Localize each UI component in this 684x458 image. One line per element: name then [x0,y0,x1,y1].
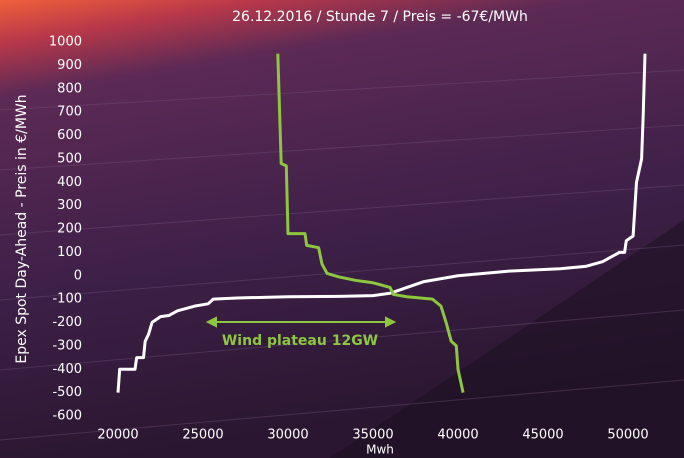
chart-title: 26.12.2016 / Stunde 7 / Preis = -67€/MWh [232,9,528,25]
y-tick-label: -500 [52,385,82,400]
y-tick-label: 600 [57,128,82,143]
y-tick-label: 200 [57,222,82,237]
y-tick-label: -100 [52,292,82,307]
y-tick-label: 1000 [49,35,82,50]
y-tick-label: 100 [57,245,82,260]
annotation: Wind plateau 12GW [222,333,378,349]
y-tick-label: 800 [57,81,82,96]
y-tick-label: 0 [74,268,82,283]
y-tick-label: 300 [57,198,82,213]
y-tick-label: 900 [57,58,82,73]
y-tick-label: -300 [52,338,82,353]
x-tick-label: 25000 [182,428,223,443]
x-tick-label: 30000 [267,428,308,443]
y-tick-label: -400 [52,362,82,377]
y-tick-label: -200 [52,315,82,330]
chart: 26.12.2016 / Stunde 7 / Preis = -67€/MWh… [0,0,684,458]
x-tick-label: 35000 [352,428,393,443]
y-tick-label: -600 [52,409,82,424]
x-tick-label: 40000 [437,428,478,443]
y-tick-label: 700 [57,105,82,120]
y-axis-label: Epex Spot Day-Ahead - Preis in €/MWh [14,94,30,363]
x-axis-label: Mwh [366,443,394,457]
y-tick-label: 500 [57,151,82,166]
x-tick-label: 50000 [607,428,648,443]
y-tick-label: 400 [57,175,82,190]
x-tick-label: 20000 [97,428,138,443]
x-tick-label: 45000 [522,428,563,443]
